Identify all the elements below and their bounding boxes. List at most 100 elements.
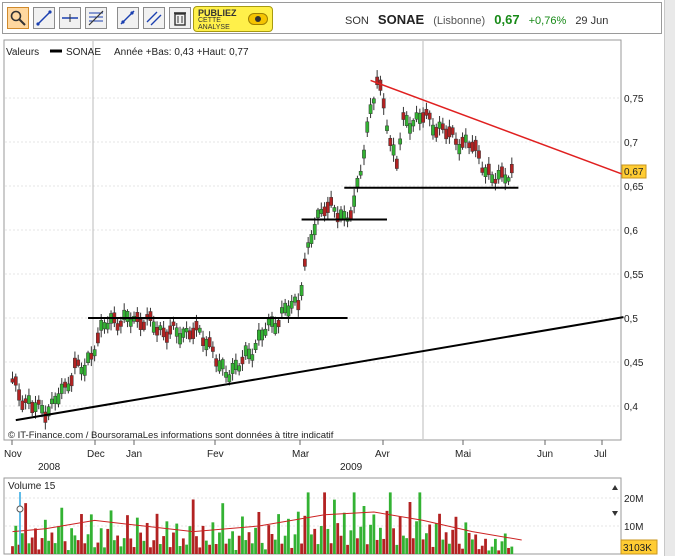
legend-prefix: Valeurs xyxy=(6,47,39,58)
fibonacci-tool-button[interactable] xyxy=(85,7,107,29)
candle-up xyxy=(417,113,422,124)
year-label: 2008 xyxy=(38,462,61,473)
volume-bar xyxy=(37,549,41,554)
volume-bar xyxy=(457,543,461,554)
cursor-handle[interactable] xyxy=(16,505,24,513)
y-tick-label: 0,55 xyxy=(624,270,644,281)
volume-bar xyxy=(461,548,464,554)
delete-tool-button[interactable] xyxy=(169,7,191,29)
publish-analysis-button[interactable]: PUBLIEZ CETTE ANALYSE xyxy=(193,6,273,32)
volume-bar xyxy=(181,538,185,554)
candle-down xyxy=(440,123,445,130)
volume-bar xyxy=(392,528,395,554)
x-tick-label: Fev xyxy=(207,449,224,460)
trendline-tool-button[interactable] xyxy=(33,7,55,29)
candle-up xyxy=(358,170,363,176)
scrollbar[interactable] xyxy=(664,0,675,556)
fibonacci-icon xyxy=(88,10,104,26)
volume-bar xyxy=(165,521,169,554)
support-trendline[interactable] xyxy=(15,316,624,422)
volume-bar xyxy=(152,540,156,554)
volume-bar xyxy=(93,547,97,554)
candle-up xyxy=(266,318,271,326)
volume-bar xyxy=(319,526,323,554)
candle-down xyxy=(194,320,199,331)
candle-up xyxy=(27,395,31,404)
volume-bar xyxy=(158,544,162,554)
volume-bar xyxy=(227,538,231,554)
resistance-trendline[interactable] xyxy=(370,79,624,176)
volume-bar xyxy=(497,550,501,554)
candle-down xyxy=(493,178,498,184)
candle-up xyxy=(174,327,179,337)
candle-up xyxy=(289,300,294,309)
volume-bar xyxy=(411,538,415,554)
candle-up xyxy=(332,207,337,212)
candle-up xyxy=(293,296,297,303)
channel-tool-button[interactable] xyxy=(117,7,139,29)
candle-down xyxy=(43,411,48,423)
candle-down xyxy=(349,210,353,220)
candle-up xyxy=(312,224,317,236)
candle-up xyxy=(220,359,225,370)
scroll-down-icon[interactable] xyxy=(612,511,618,516)
volume-bar xyxy=(162,536,166,554)
x-tick-label: Mar xyxy=(292,449,310,460)
candle-up xyxy=(86,352,90,363)
volume-bars xyxy=(5,492,620,554)
volume-bar xyxy=(89,514,93,554)
candle-up xyxy=(385,125,389,131)
candle-up xyxy=(227,374,232,383)
zoom-tool-button[interactable] xyxy=(7,7,29,29)
volume-label: Volume 15 xyxy=(8,481,56,492)
volume-bar xyxy=(185,544,189,554)
volume-bar xyxy=(80,514,83,554)
volume-bar xyxy=(76,540,80,554)
last-price-badge xyxy=(621,164,647,179)
volume-bar xyxy=(310,534,313,554)
x-tick-label: Mai xyxy=(455,449,471,460)
candle-up xyxy=(234,359,238,370)
volume-bar xyxy=(490,546,494,554)
x-tick-label: Jul xyxy=(594,449,607,460)
candle-down xyxy=(500,166,504,178)
volume-bar xyxy=(27,543,31,554)
candle-up xyxy=(250,354,255,361)
volume-bar xyxy=(471,539,474,554)
candle-up xyxy=(306,242,310,248)
horizontal-line-tool-button[interactable] xyxy=(59,7,81,29)
volume-bar xyxy=(257,511,261,554)
candle-down xyxy=(135,312,140,322)
candle-up xyxy=(50,398,54,405)
candle-down xyxy=(211,346,215,352)
volume-bar xyxy=(316,544,320,554)
candle-up xyxy=(398,138,402,145)
volume-bar xyxy=(303,515,307,554)
candle-up xyxy=(316,209,320,218)
volume-bar xyxy=(388,492,392,554)
parallel-lines-tool-button[interactable] xyxy=(143,7,165,29)
volume-bar xyxy=(336,523,340,554)
candle-down xyxy=(326,201,330,213)
volume-bar xyxy=(231,531,234,554)
volume-bar xyxy=(264,549,267,554)
volume-bar xyxy=(267,525,271,554)
volume-bar xyxy=(43,519,47,554)
volume-tick-label: 10M xyxy=(624,522,643,533)
candle-up xyxy=(237,365,242,372)
candle-down xyxy=(20,400,25,410)
volume-bar xyxy=(405,538,409,554)
candle-up xyxy=(56,393,61,405)
volume-bar xyxy=(119,546,123,554)
candle-down xyxy=(165,331,169,343)
candle-down xyxy=(480,167,485,173)
volume-bar xyxy=(352,492,356,554)
x-tick-label: Jan xyxy=(126,449,142,460)
volume-bar xyxy=(356,538,359,554)
candle-up xyxy=(309,234,314,244)
volume-bar xyxy=(247,532,251,554)
scroll-up-icon[interactable] xyxy=(612,485,618,490)
candle-up xyxy=(92,349,97,357)
